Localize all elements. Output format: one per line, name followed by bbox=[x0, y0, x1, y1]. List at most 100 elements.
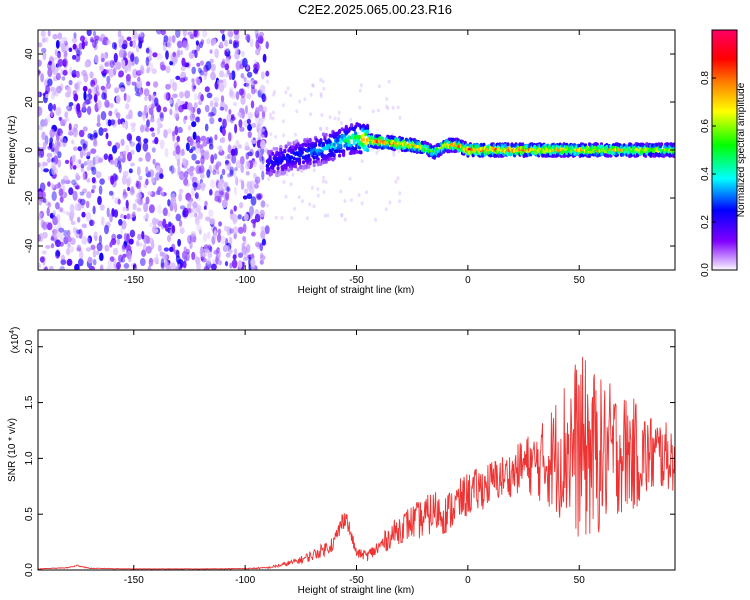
spectrogram-noise-cell bbox=[245, 160, 250, 170]
spectrogram-ridge-cell bbox=[383, 144, 387, 149]
spectrogram-noise-cell bbox=[206, 169, 211, 179]
spectrogram-noise-cell bbox=[322, 190, 326, 194]
spectrogram-noise-cell bbox=[230, 148, 236, 156]
colorbar-tick-label: 0.4 bbox=[700, 167, 711, 181]
spectrogram-noise-cell bbox=[217, 180, 224, 191]
spectrogram-ridge-cell bbox=[279, 155, 283, 160]
spectrogram-noise-cell bbox=[52, 33, 58, 40]
spectrogram-noise-cell bbox=[202, 233, 207, 242]
spectrogram-noise-cell bbox=[99, 204, 105, 211]
spectrogram-noise-cell bbox=[86, 191, 92, 199]
spectrogram-noise-cell bbox=[82, 172, 86, 181]
spectrogram-noise-cell bbox=[47, 115, 51, 123]
spectrogram-ridge-cell bbox=[356, 139, 360, 144]
spectrogram-noise-cell bbox=[75, 185, 80, 190]
spectrogram-noise-cell bbox=[121, 59, 126, 70]
spectrogram-noise-cell bbox=[125, 93, 131, 104]
spectrogram-noise-cell bbox=[40, 219, 45, 229]
spectrogram-noise-cell bbox=[272, 92, 276, 97]
spectrogram-ridge-cell bbox=[269, 171, 273, 176]
spectrogram-noise-cell bbox=[224, 39, 229, 47]
spectrogram-ridge-cell bbox=[411, 141, 415, 146]
spectrogram-noise-cell bbox=[149, 127, 155, 132]
spectrogram-noise-cell bbox=[106, 266, 113, 270]
spectrogram-noise-cell bbox=[159, 139, 165, 150]
spectrogram-noise-cell bbox=[398, 115, 402, 120]
spectrogram-noise-cell bbox=[128, 109, 133, 120]
spectrogram-noise-cell bbox=[212, 169, 217, 176]
spectrogram-noise-cell bbox=[358, 88, 362, 93]
spectrogram-noise-cell bbox=[162, 106, 168, 113]
spectrogram-ridge-cell bbox=[284, 144, 288, 149]
spectrogram-noise-cell bbox=[115, 112, 121, 119]
spectrogram-noise-cell bbox=[201, 182, 204, 187]
spectrogram-noise-cell bbox=[117, 30, 122, 38]
spectrogram-ridge-cell bbox=[521, 142, 525, 147]
spectrogram-noise-cell bbox=[55, 202, 60, 210]
spectrogram-noise-cell bbox=[123, 92, 127, 102]
spectrogram-noise-cell bbox=[120, 213, 124, 219]
spectrogram-noise-cell bbox=[193, 93, 198, 101]
spectrogram-noise-cell bbox=[209, 112, 215, 117]
spectrogram-noise-cell bbox=[172, 132, 176, 142]
spectrogram-noise-cell bbox=[249, 205, 254, 216]
spectrogram-noise-cell bbox=[127, 151, 132, 162]
spectrogram-noise-cell bbox=[251, 231, 256, 237]
spectrogram-noise-cell bbox=[92, 39, 97, 49]
spectrogram-noise-cell bbox=[102, 72, 106, 78]
spectrogram-noise-cell bbox=[66, 229, 71, 237]
spectrogram-noise-cell bbox=[281, 119, 285, 124]
spectrogram-noise-cell bbox=[87, 88, 92, 95]
spectrogram-noise-cell bbox=[205, 216, 211, 222]
spectrogram-noise-cell bbox=[108, 110, 113, 117]
spectrogram-noise-cell bbox=[82, 85, 88, 92]
spectrogram-noise-cell bbox=[210, 71, 216, 81]
spectrogram-noise-cell bbox=[175, 213, 182, 222]
spectrogram-ridge-cell bbox=[359, 150, 363, 155]
spectrogram-noise-cell bbox=[203, 265, 209, 270]
spectrogram-ridge-cell bbox=[338, 130, 342, 135]
spectrogram-ridge-cell bbox=[267, 161, 271, 166]
spectrogram-noise-cell bbox=[221, 33, 226, 42]
x-tick-label: 50 bbox=[574, 275, 586, 286]
spectrogram-noise-cell bbox=[171, 93, 178, 99]
spectrogram-noise-cell bbox=[260, 139, 266, 150]
spectrogram-noise-cell bbox=[86, 151, 92, 156]
y-tick-label: 0.5 bbox=[24, 507, 35, 521]
spectrogram-noise-cell bbox=[261, 116, 266, 121]
spectrogram-noise-cell bbox=[96, 122, 101, 127]
spectrogram-noise-cell bbox=[225, 191, 230, 202]
spectrogram-noise-cell bbox=[82, 143, 87, 150]
spectrogram-noise-cell bbox=[99, 65, 104, 72]
spectrogram-noise-cell bbox=[265, 70, 270, 77]
spectrogram-noise-cell bbox=[117, 118, 121, 125]
spectrogram-noise-cell bbox=[234, 167, 238, 172]
spectrogram-noise-cell bbox=[148, 49, 153, 57]
spectrogram-noise-cell bbox=[114, 142, 121, 150]
spectrogram-noise-cell bbox=[312, 168, 316, 173]
spectrogram-noise-cell bbox=[271, 116, 275, 121]
spectrogram-noise-cell bbox=[98, 127, 104, 136]
spectrogram-noise-cell bbox=[89, 219, 94, 227]
spectrogram-noise-cell bbox=[149, 222, 153, 228]
spectrogram-ridge-cell bbox=[351, 134, 355, 139]
spectrogram-noise-cell bbox=[387, 79, 391, 84]
spectrogram-noise-cell bbox=[102, 53, 107, 60]
spectrogram-noise-cell bbox=[114, 157, 120, 168]
spectrogram-noise-cell bbox=[235, 160, 242, 169]
x-tick-label: -100 bbox=[235, 275, 255, 286]
snr-x-ticks: -150 -100 -50 0 50 bbox=[124, 330, 585, 586]
spectrogram-noise-cell bbox=[76, 229, 81, 235]
spectrogram-noise-cell bbox=[396, 105, 400, 110]
spectrogram-noise-cell bbox=[189, 240, 193, 250]
spectrogram-noise-cell bbox=[164, 223, 169, 232]
spectrogram-noise-cell bbox=[72, 226, 76, 234]
spectrogram-noise-cell bbox=[106, 207, 110, 218]
spectrogram-noise-cell bbox=[260, 200, 266, 208]
spectrogram-ridge-cell bbox=[308, 161, 312, 166]
spectrogram-noise-cell bbox=[227, 144, 232, 154]
spectrogram-noise-cell bbox=[180, 71, 187, 79]
spectrogram-noise-cell bbox=[180, 149, 185, 157]
spectrogram-noise-cell bbox=[79, 149, 84, 159]
spectrogram-noise-cell bbox=[124, 65, 128, 74]
